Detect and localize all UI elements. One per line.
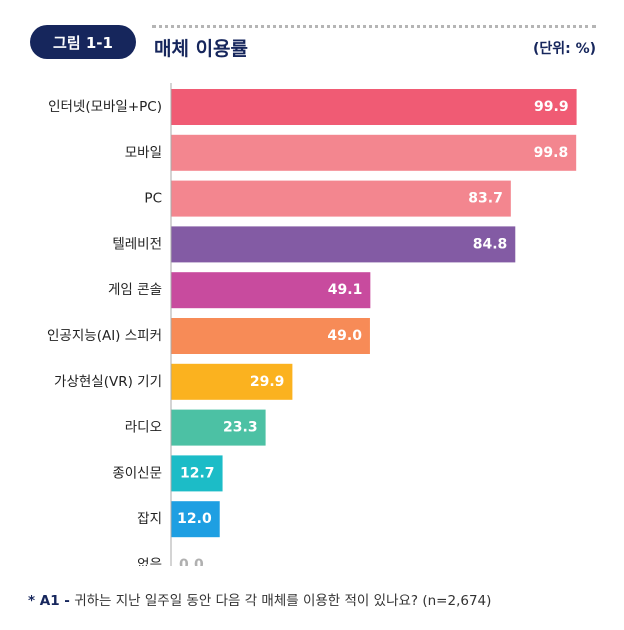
unit-label: (단위: %)	[532, 41, 596, 57]
category-label-5: 인공지능(AI) 스피커	[47, 328, 162, 344]
figure-badge: 그림 1-1	[30, 25, 136, 59]
value-label-2: 83.7	[468, 191, 503, 207]
bar-1	[171, 134, 577, 171]
category-label-1: 모바일	[125, 145, 162, 161]
bar-9	[171, 501, 220, 538]
value-label-0: 99.9	[534, 99, 569, 115]
bar-3	[171, 226, 516, 263]
category-label-8: 종이신문	[112, 465, 162, 481]
value-label-6: 29.9	[250, 374, 285, 390]
category-label-0: 인터넷(모바일+PC)	[48, 99, 162, 115]
footnote-text: 귀하는 지난 일주일 동안 다음 각 매체를 이용한 적이 있나요? (n=2,…	[74, 593, 492, 609]
value-label-1: 99.8	[534, 145, 569, 161]
value-label-3: 84.8	[473, 236, 508, 252]
category-label-2: PC	[144, 191, 162, 207]
bar-8	[171, 455, 223, 492]
value-label-8: 12.7	[180, 465, 215, 481]
bar-chart: 인터넷(모바일+PC) 99.9 모바일 99.8 PC 83.7 텔레비전 84.8 게임 콘…	[47, 83, 577, 566]
value-label-7: 23.3	[223, 420, 258, 436]
bar-4	[171, 272, 371, 309]
bar-7	[171, 409, 266, 446]
category-label-3: 텔레비전	[112, 236, 162, 252]
value-label-5: 49.0	[327, 328, 362, 344]
footnote: * A1 - 귀하는 지난 일주일 동안 다음 각 매체를 이용한 적이 있나요…	[28, 589, 491, 609]
category-label-9: 잡지	[137, 511, 162, 527]
category-label-10: 없음	[137, 557, 162, 566]
value-label-10: 0.0	[179, 557, 204, 566]
category-label-4: 게임 콘솔	[108, 282, 162, 298]
category-label-7: 라디오	[125, 420, 162, 436]
chart-title: 매체 이용률	[154, 38, 249, 60]
value-label-9: 12.0	[177, 511, 212, 527]
footnote-marker: * A1 -	[28, 593, 70, 609]
category-label-6: 가상현실(VR) 기기	[54, 374, 162, 390]
bar-5	[171, 318, 370, 354]
title-divider	[152, 25, 596, 28]
bar-0	[171, 89, 577, 125]
value-label-4: 49.1	[328, 282, 363, 298]
bar-6	[171, 363, 293, 400]
bar-2	[171, 180, 511, 217]
